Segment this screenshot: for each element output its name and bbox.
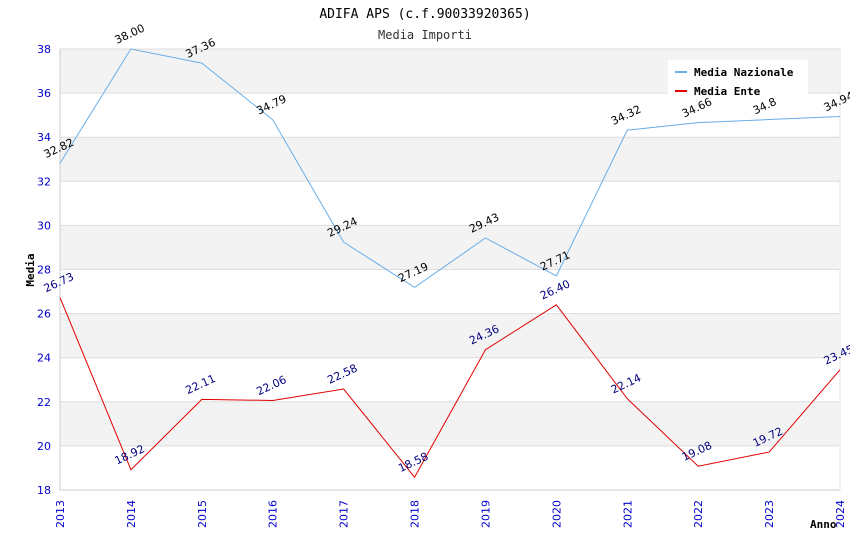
x-tick-label: 2016: [267, 500, 280, 528]
plot-band: [60, 401, 840, 446]
y-tick-label: 22: [37, 396, 51, 409]
x-tick-label: 2018: [409, 500, 422, 528]
grid-lines: [59, 48, 840, 491]
x-axis-ticks: 2013 2014 2015 2016 2017 2018 2019 2020 2021 2022…: [54, 500, 847, 528]
y-tick-label: 32: [37, 175, 51, 188]
legend-label: Media Nazionale: [694, 66, 794, 79]
chart-subtitle: Media Importi: [378, 28, 472, 42]
y-tick-label: 36: [37, 87, 51, 100]
series-group: [59, 48, 841, 479]
y-tick-label: 28: [37, 264, 51, 277]
legend: Media Nazionale Media Ente: [668, 60, 808, 98]
x-tick-label: 2015: [196, 500, 209, 528]
y-tick-label: 26: [37, 308, 51, 321]
x-tick-label: 2024: [834, 500, 847, 528]
x-tick-label: 2021: [621, 500, 634, 528]
x-tick-label: 2013: [54, 500, 67, 528]
series-line-ente: [59, 297, 841, 479]
data-label: 38.00: [113, 22, 147, 47]
y-tick-label: 30: [37, 219, 51, 232]
chart-title: ADIFA APS (c.f.90033920365): [319, 7, 530, 22]
series-line-nazionale: [59, 48, 841, 288]
legend-box: [668, 60, 808, 98]
x-tick-label: 2020: [550, 500, 563, 528]
y-tick-label: 20: [37, 440, 51, 453]
y-tick-label: 24: [37, 352, 51, 365]
x-axis-label: Anno: [810, 518, 837, 531]
x-tick-label: 2023: [763, 500, 776, 528]
y-tick-label: 34: [37, 131, 51, 144]
plot-band: [60, 137, 840, 182]
plot-band: [60, 313, 840, 358]
legend-label: Media Ente: [694, 85, 761, 98]
y-tick-label: 18: [37, 484, 51, 497]
x-tick-label: 2019: [479, 500, 492, 528]
x-tick-label: 2017: [338, 500, 351, 528]
y-axis-ticks: 18 20 22 24 26 28 30 32 34 36 38: [37, 43, 51, 497]
x-tick-label: 2014: [125, 500, 138, 528]
x-tick-label: 2022: [692, 500, 705, 528]
y-axis-label: Media: [24, 253, 37, 286]
y-tick-label: 38: [37, 43, 51, 56]
